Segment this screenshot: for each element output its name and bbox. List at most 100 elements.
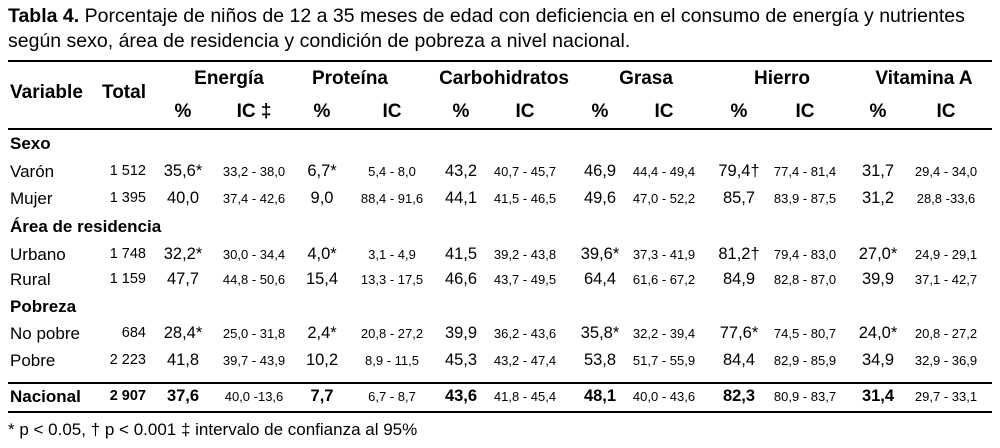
cell-pct: 39,9	[444, 324, 478, 342]
sub-header-ic: IC ‡	[236, 101, 272, 122]
row-label: No pobre	[10, 324, 80, 343]
cell-ic: 5,4 - 8,0	[368, 164, 416, 179]
cell-pct: 81,2†	[718, 245, 760, 263]
cell-ic: 77,4 - 81,4	[773, 164, 837, 179]
cell-ic: 8,9 - 11,5	[365, 353, 419, 368]
national-pct: 82,3	[722, 387, 756, 405]
cell-ic: 30,0 - 34,4	[222, 247, 286, 262]
national-ic: 80,9 - 83,7	[773, 389, 837, 404]
cell-pct: 85,7	[722, 189, 756, 207]
cell-pct: 10,2	[305, 351, 339, 369]
cell-pct: 32,2*	[163, 245, 203, 263]
cell-ic: 33,2 - 38,0	[222, 164, 286, 179]
row-label: Varón	[10, 162, 55, 181]
cell-pct: 31,2	[861, 189, 895, 207]
cell-ic: 25,0 - 31,8	[222, 326, 286, 341]
cell-ic: 44,8 - 50,6	[222, 272, 286, 287]
cell-ic: 37,3 - 41,9	[632, 247, 696, 262]
national-ic: 41,8 - 45,4	[493, 389, 557, 404]
section-title: Pobreza	[10, 297, 77, 316]
sub-header-pct: %	[452, 101, 470, 122]
cell-pct: 34,9	[861, 351, 895, 369]
total-rule	[8, 382, 992, 384]
cell-pct: 39,6*	[580, 245, 620, 263]
cell-ic: 43,7 - 49,5	[493, 272, 557, 287]
row-total: 684	[121, 325, 146, 341]
cell-pct: 45,3	[444, 351, 478, 369]
bottom-rule	[8, 411, 992, 413]
group-header: Energía	[194, 68, 264, 89]
cell-pct: 84,4	[722, 351, 756, 369]
sub-header-pct: %	[591, 101, 609, 122]
cell-pct: 4,0*	[307, 245, 337, 263]
section-title: Área de residencia	[10, 217, 162, 236]
row-label: Urbano	[10, 245, 66, 264]
cell-pct: 27,0*	[858, 245, 898, 263]
group-header: Vitamina A	[875, 68, 973, 89]
col-header-total: Total	[102, 82, 146, 103]
national-ic: 6,7 - 8,7	[368, 389, 416, 404]
cell-pct: 46,6	[444, 270, 478, 288]
cell-pct: 41,5	[444, 245, 478, 263]
cell-pct: 46,9	[583, 162, 617, 180]
row-label: Rural	[10, 270, 51, 289]
cell-pct: 40,0	[166, 189, 200, 207]
group-header: Carbohidratos	[439, 68, 569, 89]
national-pct: 31,4	[861, 387, 895, 405]
cell-ic: 88,4 - 91,6	[360, 191, 424, 206]
footnote: * p < 0.05, † p < 0.001 ‡ intervalo de c…	[8, 420, 418, 439]
cell-ic: 74,5 - 80,7	[773, 326, 837, 341]
cell-pct: 64,4	[583, 270, 617, 288]
cell-ic: 47,0 - 52,2	[632, 191, 696, 206]
cell-ic: 79,4 - 83,0	[773, 247, 837, 262]
cell-ic: 83,9 - 87,5	[773, 191, 837, 206]
cell-pct: 49,6	[583, 189, 617, 207]
sub-header-ic: IC	[936, 101, 956, 122]
cell-pct: 15,4	[305, 270, 339, 288]
cell-pct: 35,8*	[580, 324, 620, 342]
cell-ic: 40,7 - 45,7	[493, 164, 557, 179]
sub-header-pct: %	[869, 101, 887, 122]
cell-ic: 20,8 - 27,2	[360, 326, 424, 341]
cell-pct: 44,1	[444, 189, 478, 207]
cell-ic: 28,8 -33,6	[916, 191, 976, 206]
cell-pct: 31,7	[861, 162, 895, 180]
cell-pct: 77,6*	[719, 324, 759, 342]
row-total: 2 223	[109, 352, 146, 368]
group-header: Hierro	[754, 68, 810, 89]
row-total: 1 748	[109, 246, 146, 262]
cell-ic: 13,3 - 17,5	[360, 272, 424, 287]
cell-ic: 39,7 - 43,9	[222, 353, 286, 368]
cell-pct: 53,8	[583, 351, 617, 369]
header-rule	[8, 128, 992, 130]
cell-ic: 36,2 - 43,6	[493, 326, 557, 341]
cell-pct: 41,8	[166, 351, 200, 369]
national-pct: 7,7	[310, 387, 334, 405]
group-header: Proteína	[311, 68, 389, 89]
cell-pct: 6,7*	[307, 162, 337, 180]
cell-pct: 24,0*	[858, 324, 898, 342]
national-ic: 40,0 - 43,6	[632, 389, 696, 404]
national-total: 2 907	[109, 388, 146, 404]
national-ic: 40,0 -13,6	[224, 389, 284, 404]
cell-pct: 35,6*	[163, 162, 203, 180]
cell-pct: 43,2	[444, 162, 478, 180]
section-title: Sexo	[10, 134, 51, 153]
sub-header-ic: IC	[515, 101, 535, 122]
cell-pct: 47,7	[166, 270, 200, 288]
cell-ic: 29,4 - 34,0	[914, 164, 978, 179]
cell-ic: 82,9 - 85,9	[773, 353, 837, 368]
cell-pct: 84,9	[722, 270, 756, 288]
national-pct: 48,1	[583, 387, 617, 405]
group-header: Grasa	[619, 68, 673, 89]
cell-ic: 37,1 - 42,7	[914, 272, 978, 287]
sub-header-ic: IC	[795, 101, 815, 122]
row-total: 1 512	[109, 163, 146, 179]
cell-ic: 51,7 - 55,9	[632, 353, 696, 368]
cell-pct: 9,0	[310, 189, 334, 207]
national-label: Nacional	[10, 387, 81, 406]
sub-header-ic: IC	[654, 101, 674, 122]
row-total: 1 395	[109, 190, 146, 206]
table-caption: Tabla 4. Porcentaje de niños de 12 a 35 …	[8, 4, 993, 54]
row-label: Mujer	[10, 189, 53, 208]
